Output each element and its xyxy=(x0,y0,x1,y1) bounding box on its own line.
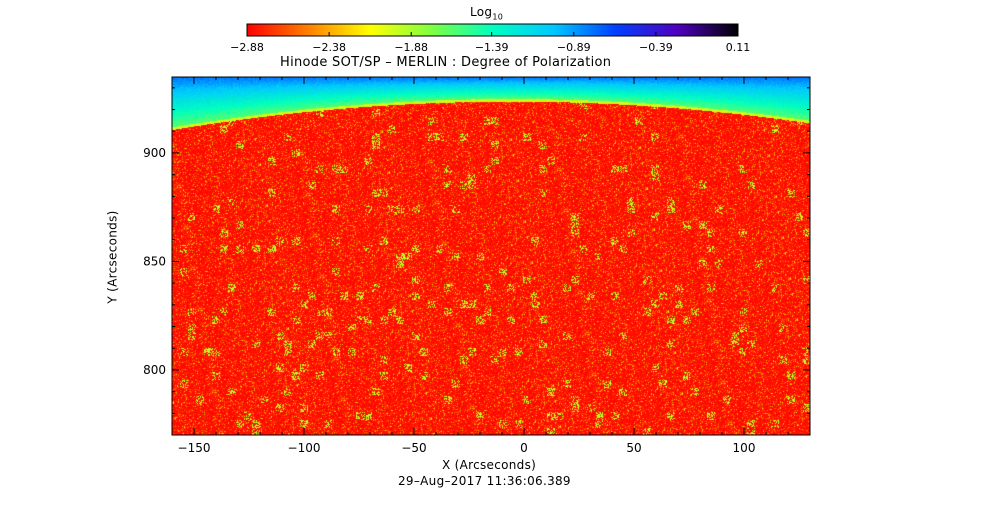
x-tick-label: 50 xyxy=(626,441,641,455)
colorbar-tick-label: −0.89 xyxy=(557,41,591,54)
x-axis-ticks: −150 −100 −50 0 50 100 xyxy=(171,77,811,455)
x-tick-label: −50 xyxy=(401,441,426,455)
x-tick-label: −100 xyxy=(288,441,321,455)
chart-title: Hinode SOT/SP – MERLIN : Degree of Polar… xyxy=(280,55,612,70)
x-tick-label: −150 xyxy=(178,441,211,455)
x-tick-label: 100 xyxy=(733,441,756,455)
polarization-map xyxy=(172,77,810,435)
colorbar-tick-label: −1.39 xyxy=(475,41,509,54)
timestamp: 29–Aug–2017 11:36:06.389 xyxy=(398,474,571,488)
colorbar-tick-label: −1.88 xyxy=(394,41,428,54)
y-axis-ticks: 800 850 900 xyxy=(143,87,810,414)
y-tick-label: 800 xyxy=(143,363,166,377)
colorbar-tick-label: −2.88 xyxy=(230,41,264,54)
y-tick-label: 850 xyxy=(143,254,166,268)
x-tick-label: 0 xyxy=(520,441,528,455)
plot-frame xyxy=(171,76,811,436)
colorbar-tick-label: −0.39 xyxy=(639,41,673,54)
colorbar-tick-label: 0.11 xyxy=(726,41,751,54)
y-axis-label: Y (Arcseconds) xyxy=(105,210,120,304)
colorbar xyxy=(246,23,739,37)
y-tick-label: 900 xyxy=(143,146,166,160)
colorbar-label: Log10 xyxy=(470,5,504,22)
colorbar-ticks: −2.88 −2.38 −1.88 −1.39 −0.89 −0.39 0.11 xyxy=(230,32,750,54)
colorbar-tick-label: −2.38 xyxy=(312,41,346,54)
x-axis-label: X (Arcseconds) xyxy=(442,458,537,472)
